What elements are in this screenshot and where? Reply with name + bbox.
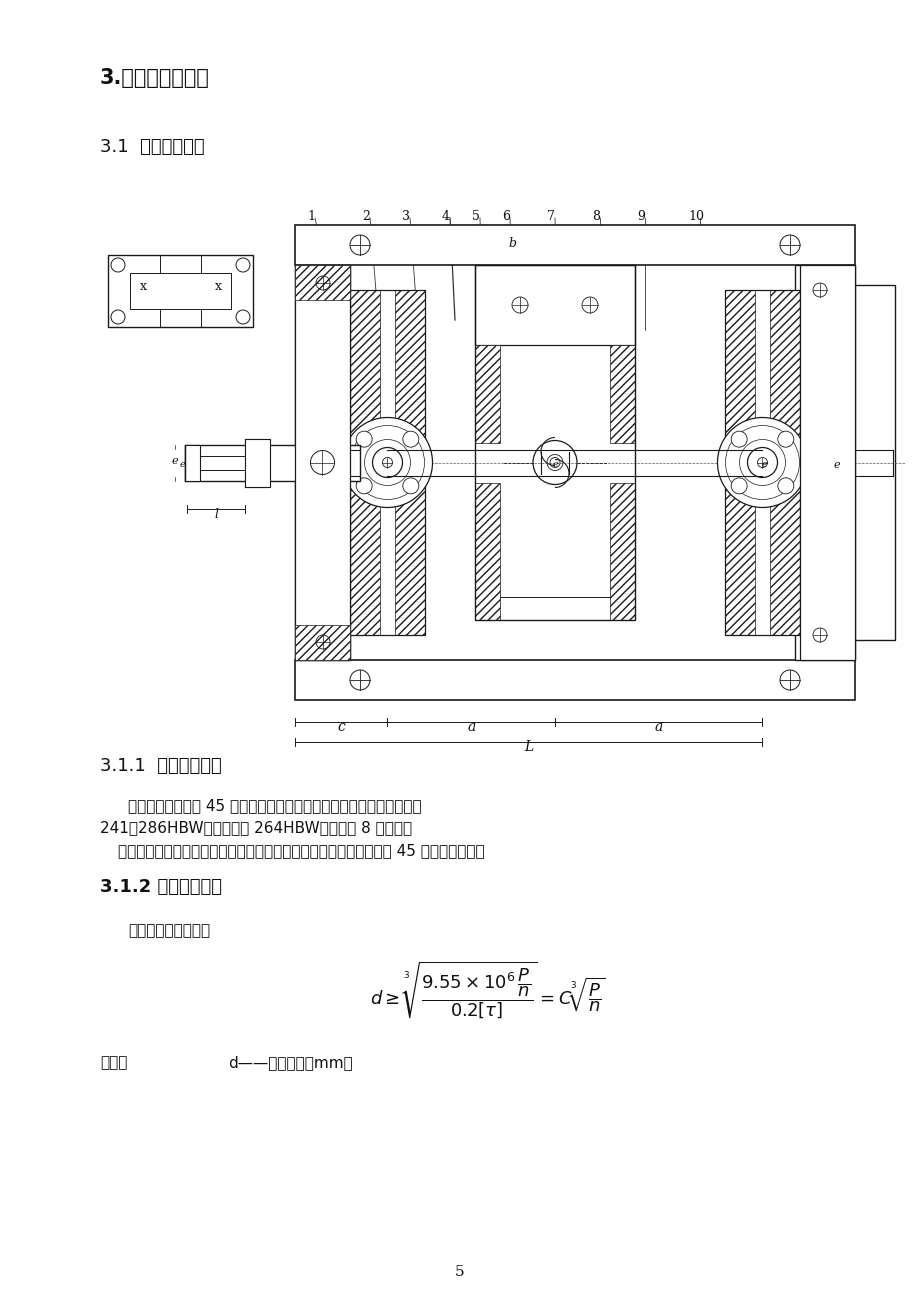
Bar	[349, 290, 425, 635]
Text: x: x	[140, 280, 146, 293]
Text: 大、小齿轮均选用 45 号钢，调制处理，采用软齿面，大小齿面硬度为: 大、小齿轮均选用 45 号钢，调制处理，采用软齿面，大小齿面硬度为	[128, 798, 421, 812]
Text: 式中：: 式中：	[100, 1055, 127, 1070]
Bar	[474, 345, 499, 443]
Text: 因轴传递功率不大，对重量及结构尺寸无特殊要求，故选用常用材料 45 钢，调质处理。: 因轴传递功率不大，对重量及结构尺寸无特殊要求，故选用常用材料 45 钢，调质处理…	[118, 842, 484, 858]
Bar	[244, 439, 269, 487]
Text: c: c	[337, 720, 345, 734]
Text: a: a	[654, 720, 663, 734]
Bar	[854, 285, 894, 641]
Text: 按照扭矩初算轴径：: 按照扭矩初算轴径：	[128, 923, 210, 937]
Circle shape	[403, 478, 418, 493]
Bar	[474, 483, 499, 620]
Text: 3.设计计算说明书: 3.设计计算说明书	[100, 68, 210, 89]
Circle shape	[779, 234, 800, 255]
Text: x: x	[214, 280, 221, 293]
Bar	[108, 255, 253, 327]
Text: d——轴的直径，mm；: d——轴的直径，mm；	[228, 1055, 352, 1070]
Bar	[609, 483, 634, 620]
Circle shape	[777, 478, 793, 493]
Bar	[724, 290, 800, 635]
Text: 5: 5	[455, 1266, 464, 1279]
Text: a: a	[467, 720, 475, 734]
Bar	[794, 266, 854, 660]
Text: 3.1.1  轴材料的选取: 3.1.1 轴材料的选取	[100, 756, 221, 775]
Bar	[394, 290, 425, 635]
Text: 6: 6	[502, 210, 509, 223]
Circle shape	[342, 418, 432, 508]
Text: e: e	[761, 460, 766, 469]
Circle shape	[582, 297, 597, 312]
Text: b: b	[507, 237, 516, 250]
Text: $d \geq \sqrt[3]{\dfrac{9.55\times10^{6}\,\dfrac{P}{n}}{0.2[\tau]}} = C\sqrt[3]{: $d \geq \sqrt[3]{\dfrac{9.55\times10^{6}…	[369, 960, 606, 1021]
Bar	[609, 345, 634, 443]
Bar	[295, 625, 349, 660]
Text: 5: 5	[471, 210, 480, 223]
Text: e: e	[551, 460, 557, 469]
Circle shape	[731, 478, 746, 493]
Bar	[474, 266, 634, 345]
Circle shape	[717, 418, 807, 508]
Text: e: e	[833, 460, 839, 470]
Text: 9: 9	[636, 210, 644, 223]
Text: 3.1  轴的结构设计: 3.1 轴的结构设计	[100, 138, 204, 156]
Text: 3.1.2 初步计算轴径: 3.1.2 初步计算轴径	[100, 878, 221, 896]
Text: 241～286HBW，平均硬度 264HBW；齿轮为 8 级精度。: 241～286HBW，平均硬度 264HBW；齿轮为 8 级精度。	[100, 820, 412, 835]
Circle shape	[311, 450, 335, 474]
Circle shape	[356, 478, 372, 493]
Bar	[130, 273, 231, 309]
Bar	[185, 444, 359, 480]
Bar	[769, 290, 800, 635]
Bar	[800, 266, 854, 660]
Bar	[295, 266, 349, 299]
Circle shape	[349, 234, 369, 255]
Bar	[295, 266, 349, 660]
Text: e: e	[172, 456, 178, 466]
Bar	[724, 290, 754, 635]
Text: l: l	[214, 508, 218, 521]
Circle shape	[403, 431, 418, 447]
Bar	[193, 456, 244, 470]
Circle shape	[349, 671, 369, 690]
Bar	[474, 266, 634, 620]
Circle shape	[777, 431, 793, 447]
Circle shape	[746, 448, 777, 478]
Text: 10: 10	[687, 210, 703, 223]
Text: 8: 8	[591, 210, 599, 223]
Text: L: L	[524, 740, 533, 754]
Circle shape	[779, 671, 800, 690]
Bar	[185, 444, 199, 480]
Bar	[295, 225, 854, 266]
Circle shape	[356, 431, 372, 447]
Text: 4: 4	[441, 210, 449, 223]
Bar	[295, 660, 854, 700]
Circle shape	[512, 297, 528, 312]
Bar	[349, 290, 380, 635]
Text: 3: 3	[402, 210, 410, 223]
Bar	[295, 266, 349, 660]
Text: 2: 2	[362, 210, 369, 223]
Text: e: e	[179, 460, 185, 469]
Circle shape	[372, 448, 403, 478]
Text: 7: 7	[547, 210, 554, 223]
Text: 1: 1	[307, 210, 314, 223]
Circle shape	[731, 431, 746, 447]
